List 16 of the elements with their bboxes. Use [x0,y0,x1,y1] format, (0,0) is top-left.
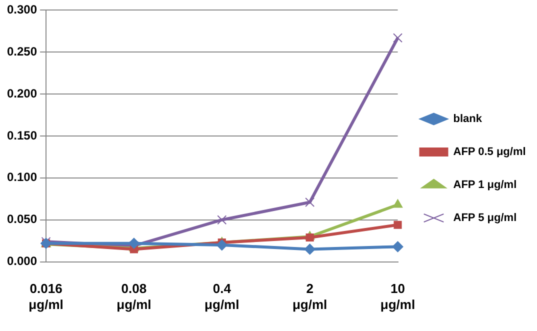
y-tick-label: 0.250 [7,44,38,58]
y-tick-label: 0.200 [7,86,38,100]
legend-label: AFP 1 μg/ml [453,179,517,192]
x-tick-label: 0.016 μg/ml [28,281,64,312]
legend-label: AFP 0.5 μg/ml [453,146,526,158]
y-tick-label: 0.000 [7,254,38,268]
legend-label: blank [453,113,483,126]
legend-label: AFP 5 μg/ml [453,212,517,224]
x-tick-label: 0.4 μg/ml [204,281,240,312]
x-tick-label: 0.08 μg/ml [116,281,152,312]
y-tick-label: 0.300 [7,2,38,17]
y-tick-label: 0.150 [7,128,38,142]
x-tick-label: 2 μg/ml [292,281,328,312]
x-tick-label: 10 μg/ml [380,281,416,312]
y-tick-label: 0.050 [7,212,38,226]
y-tick-label: 0.100 [7,170,38,184]
